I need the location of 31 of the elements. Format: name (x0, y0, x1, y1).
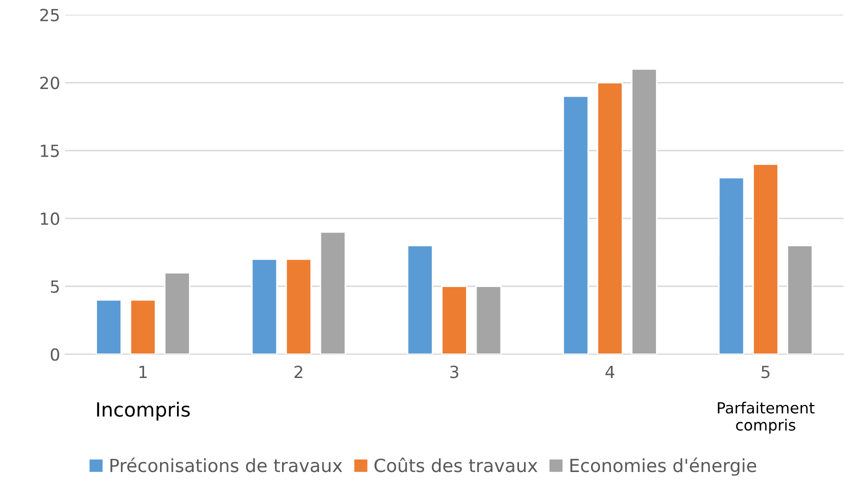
bar (562, 96, 589, 354)
legend-label: Préconisations de travaux (110, 458, 342, 472)
y-tick-label: 5 (50, 280, 59, 293)
bar (475, 286, 502, 354)
x-tick-label: 3 (450, 366, 458, 378)
x-tick-label: 5 (762, 366, 770, 378)
bar (631, 68, 658, 354)
x-tick-label: 4 (605, 366, 614, 378)
bar (164, 272, 190, 354)
bar (251, 258, 278, 354)
y-tick-label: 25 (40, 8, 59, 22)
y-tick-label: 15 (40, 144, 59, 158)
text: Parfaitement compris (718, 402, 815, 434)
bar (596, 82, 624, 354)
y-tick-label: 20 (40, 76, 60, 90)
bar (96, 299, 122, 354)
bar (752, 163, 779, 354)
bar (441, 286, 468, 354)
y-tick-label: 10 (40, 212, 60, 226)
bar (406, 244, 434, 354)
bar (320, 231, 346, 354)
bar (786, 244, 814, 354)
x-tick-label: 2 (294, 366, 302, 378)
y-tick-label: 0 (50, 348, 60, 361)
bar (285, 258, 312, 354)
x-tick-label: 1 (140, 366, 147, 378)
bar (718, 177, 745, 354)
text: Incompris (97, 402, 190, 421)
bar (130, 299, 156, 354)
legend-label: Coûts des travaux (374, 458, 538, 472)
legend-label: Economies d'énergie (570, 458, 756, 476)
